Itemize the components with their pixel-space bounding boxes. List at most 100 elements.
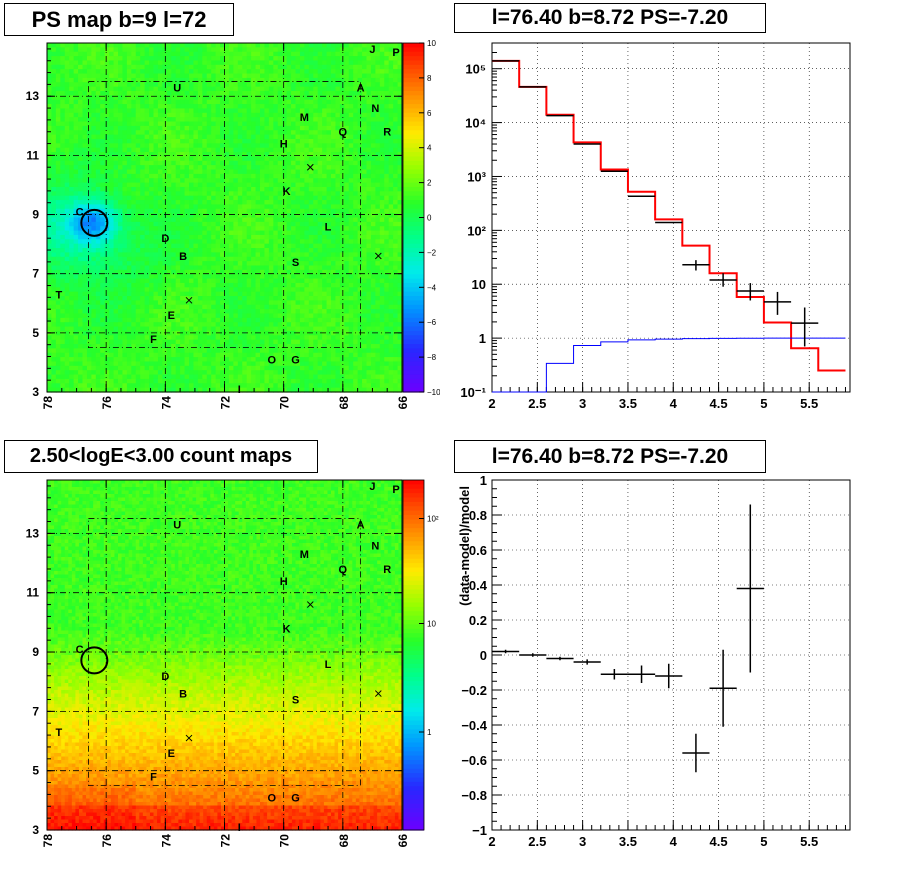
ps-map-colorbar-label: −6 xyxy=(427,318,437,327)
ps-map-source-cross xyxy=(306,163,314,171)
spectrum-xtick-label: 2.5 xyxy=(528,396,546,411)
count-map-source-label: R xyxy=(383,564,391,576)
residual-data-point xyxy=(736,504,764,673)
count-map-xtick-label: 78 xyxy=(41,834,55,848)
spectrum-ytick-label: 10⁻¹ xyxy=(460,385,486,400)
ps-map-xtick-label: 66 xyxy=(396,396,410,410)
count-map-colorbar-label: 10² xyxy=(427,515,439,524)
residual-data-point xyxy=(709,649,737,727)
ps-map-source-cross xyxy=(185,296,193,304)
spectrum-xtick-label: 5.5 xyxy=(800,396,818,411)
ps-map-source-label: C xyxy=(76,207,84,219)
ps-map-panel: 78 76 74 72 70 68 66 13 11 9 7 5 3 J P U A N M Q R H K C L D B S T E F… xyxy=(0,0,440,430)
ps-map-source-label: R xyxy=(383,127,391,139)
ps-map-xtick-label: 74 xyxy=(159,396,173,410)
spectrum-data-point xyxy=(709,273,737,287)
count-map-plot[interactable]: 78 76 74 72 70 68 66 13 11 9 7 5 3 J P U AN M Q R H K C L DB S T EF… xyxy=(0,437,440,875)
spectrum-data-point xyxy=(682,260,710,271)
spectrum-ytick-label: 10² xyxy=(467,223,486,238)
spectrum-data-point xyxy=(763,291,792,315)
count-map-source-cross xyxy=(185,734,193,742)
count-map-source-label: U xyxy=(173,519,181,531)
count-map-ticks xyxy=(46,480,403,831)
spectrum-ytick-label: 10 xyxy=(472,277,486,292)
residual-xtick-label: 4 xyxy=(670,834,678,849)
count-map-ytick-label: 7 xyxy=(32,704,39,718)
residual-ytick-label: 0.6 xyxy=(469,543,487,558)
residual-xtick-label: 2 xyxy=(488,834,495,849)
ps-map-xtick-label: 72 xyxy=(219,396,233,410)
spectrum-xtick-label: 3.5 xyxy=(619,396,637,411)
spectrum-plot[interactable]: 2 2.5 3 3.5 4 4.5 5 5.5 10⁻¹ 1 10 10² 10³ 10⁴ 10⁵ xyxy=(445,0,898,430)
count-map-source-label: H xyxy=(280,576,288,588)
ps-map-source-label: M xyxy=(300,112,309,124)
residual-panel: 2 2.5 3 3.5 4 4.5 5 5.5 −1 −0.8 −0.6 −0.4 −0.2 0 0.2 0.… xyxy=(445,437,898,875)
ps-map-source-label: U xyxy=(173,82,181,94)
count-map-colorbar-label: 10 xyxy=(427,620,436,629)
residual-ytick-label: 0 xyxy=(480,648,487,663)
ps-map-colorbar-label: 8 xyxy=(427,74,432,83)
count-map-source-label: G xyxy=(291,792,300,804)
spectrum-xtick-label: 2 xyxy=(488,396,495,411)
residual-plot[interactable]: 2 2.5 3 3.5 4 4.5 5 5.5 −1 −0.8 −0.6 −0.4 −0.2 0 0.2 0.… xyxy=(445,437,898,875)
count-map-source-label: L xyxy=(325,659,332,671)
count-map-source-label: C xyxy=(76,644,84,656)
residual-ytick-label: −0.6 xyxy=(461,753,487,768)
ps-map-source-label: Q xyxy=(339,127,348,139)
ps-map-ytick-label: 3 xyxy=(32,385,39,399)
ps-map-source-label: T xyxy=(55,289,62,301)
ps-map-source-label: E xyxy=(168,310,175,322)
count-map-xtick-label: 74 xyxy=(159,834,173,848)
residual-data-point xyxy=(655,663,683,689)
residual-xtick-label: 5.5 xyxy=(800,834,818,849)
count-map-source-label: I xyxy=(238,822,241,834)
count-map-source-label: O xyxy=(268,792,277,804)
ps-map-source-label: J xyxy=(369,44,375,56)
ps-map-colorbar-label: 0 xyxy=(427,214,432,223)
count-map-ytick-label: 13 xyxy=(26,526,40,540)
ps-map-source-cross xyxy=(374,252,382,260)
ps-map-source-label: O xyxy=(268,354,277,366)
residual-xtick-label: 4.5 xyxy=(710,834,728,849)
ps-map-source-label: D xyxy=(161,233,169,245)
residual-ytick-label: −1 xyxy=(472,823,487,838)
count-map-source-label: K xyxy=(283,623,291,635)
residual-frame xyxy=(491,479,851,831)
ps-map-xtick-label: 78 xyxy=(41,396,55,410)
ps-map-ticks xyxy=(46,43,403,393)
ps-map-source-label: G xyxy=(291,354,300,366)
count-map-ytick-label: 9 xyxy=(32,645,39,659)
count-map-ytick-label: 11 xyxy=(26,586,39,600)
residual-ytick-label: 0.8 xyxy=(469,508,487,523)
ps-map-ytick-label: 13 xyxy=(26,89,40,103)
count-map-source-label: P xyxy=(392,484,399,496)
residual-ytick-label: 1 xyxy=(480,473,487,488)
count-map-source-label: D xyxy=(161,671,169,683)
residual-data-point xyxy=(600,669,628,680)
count-map-source-label: E xyxy=(168,748,175,760)
ps-map-colorbar-label: −10 xyxy=(427,388,440,397)
ps-map-ytick-label: 5 xyxy=(32,326,39,340)
spectrum-panel: 2 2.5 3 3.5 4 4.5 5 5.5 10⁻¹ 1 10 10² 10³ 10⁴ 10⁵ l=76… xyxy=(445,0,898,430)
residual-ytick-label: 0.2 xyxy=(469,613,487,628)
count-map-source-label: Q xyxy=(339,564,348,576)
count-map-xtick-label: 76 xyxy=(100,834,114,848)
count-map-colorbar xyxy=(402,479,425,831)
ps-map-title: PS map b=9 l=72 xyxy=(4,3,234,36)
residual-data-point xyxy=(519,653,547,657)
spectrum-ytick-label: 1 xyxy=(479,331,486,346)
residual-xtick-label: 3.5 xyxy=(619,834,637,849)
ps-map-ytick-label: 7 xyxy=(32,267,39,281)
residual-data-point xyxy=(682,733,710,773)
ps-map-source-label: L xyxy=(325,221,332,233)
ps-map-source-label: A xyxy=(357,82,365,94)
count-map-source-cross xyxy=(374,690,382,697)
ps-map-colorbar-label: 4 xyxy=(427,144,432,153)
residual-data-point xyxy=(573,659,601,665)
residual-title: l=76.40 b=8.72 PS=-7.20 xyxy=(454,440,766,473)
residual-data-point xyxy=(546,656,574,661)
ps-map-source-label: H xyxy=(280,139,288,151)
residual-ticks xyxy=(491,479,846,831)
count-map-title: 2.50<logE<3.00 count maps xyxy=(4,440,318,473)
